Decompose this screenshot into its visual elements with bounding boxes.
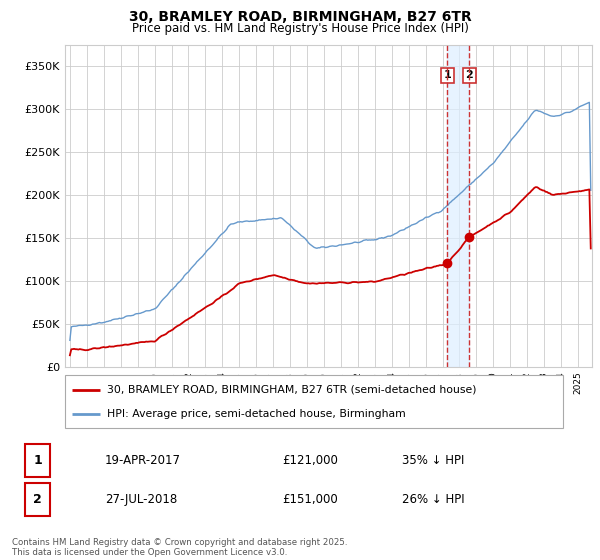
Text: 30, BRAMLEY ROAD, BIRMINGHAM, B27 6TR (semi-detached house): 30, BRAMLEY ROAD, BIRMINGHAM, B27 6TR (s… xyxy=(107,385,476,395)
Text: 1: 1 xyxy=(33,454,42,467)
Text: HPI: Average price, semi-detached house, Birmingham: HPI: Average price, semi-detached house,… xyxy=(107,409,406,419)
FancyBboxPatch shape xyxy=(65,375,563,428)
Text: 35% ↓ HPI: 35% ↓ HPI xyxy=(402,454,464,467)
Text: 2: 2 xyxy=(466,71,473,81)
Text: 1: 1 xyxy=(443,71,451,81)
Bar xyxy=(448,45,469,367)
Text: Contains HM Land Registry data © Crown copyright and database right 2025.
This d: Contains HM Land Registry data © Crown c… xyxy=(12,538,347,557)
Text: £121,000: £121,000 xyxy=(282,454,338,467)
Text: 26% ↓ HPI: 26% ↓ HPI xyxy=(402,493,464,506)
FancyBboxPatch shape xyxy=(25,444,50,477)
Text: 30, BRAMLEY ROAD, BIRMINGHAM, B27 6TR: 30, BRAMLEY ROAD, BIRMINGHAM, B27 6TR xyxy=(128,10,472,24)
FancyBboxPatch shape xyxy=(25,483,50,516)
Text: 27-JUL-2018: 27-JUL-2018 xyxy=(105,493,177,506)
Text: 19-APR-2017: 19-APR-2017 xyxy=(105,454,181,467)
Text: 2: 2 xyxy=(33,493,42,506)
Text: Price paid vs. HM Land Registry's House Price Index (HPI): Price paid vs. HM Land Registry's House … xyxy=(131,22,469,35)
Text: £151,000: £151,000 xyxy=(282,493,338,506)
